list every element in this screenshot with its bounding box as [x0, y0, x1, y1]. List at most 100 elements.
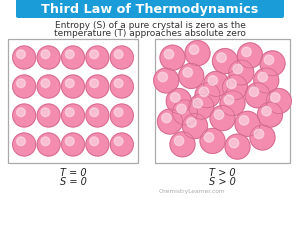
Text: Third Law of Thermodynamics: Third Law of Thermodynamics	[41, 3, 259, 16]
Circle shape	[204, 72, 229, 97]
Text: S > 0: S > 0	[208, 176, 236, 186]
Circle shape	[262, 107, 271, 116]
Circle shape	[193, 99, 202, 109]
Circle shape	[13, 47, 36, 70]
Circle shape	[266, 89, 291, 114]
Circle shape	[114, 137, 123, 146]
Circle shape	[114, 51, 123, 59]
Circle shape	[189, 95, 214, 120]
Text: ChemistryLearner.com: ChemistryLearner.com	[159, 189, 225, 194]
Circle shape	[61, 105, 85, 128]
Circle shape	[90, 137, 99, 146]
Circle shape	[110, 76, 133, 99]
Circle shape	[227, 80, 236, 89]
Circle shape	[13, 105, 36, 128]
Circle shape	[220, 91, 245, 116]
Circle shape	[166, 89, 191, 114]
Circle shape	[160, 46, 185, 71]
Circle shape	[110, 105, 133, 128]
Circle shape	[61, 134, 85, 156]
Circle shape	[90, 51, 99, 59]
Circle shape	[257, 103, 283, 128]
Circle shape	[164, 50, 174, 60]
Circle shape	[16, 137, 25, 146]
Text: S = 0: S = 0	[60, 176, 86, 186]
Circle shape	[170, 132, 195, 157]
Circle shape	[174, 137, 184, 146]
Circle shape	[13, 76, 36, 99]
Circle shape	[37, 134, 60, 156]
Circle shape	[114, 108, 123, 117]
Circle shape	[254, 69, 279, 94]
Circle shape	[110, 47, 133, 70]
FancyBboxPatch shape	[155, 40, 290, 163]
FancyBboxPatch shape	[8, 40, 138, 163]
Circle shape	[223, 76, 247, 100]
Circle shape	[245, 83, 270, 108]
Circle shape	[208, 76, 218, 86]
Circle shape	[225, 134, 250, 159]
Circle shape	[185, 41, 210, 66]
Circle shape	[86, 134, 109, 156]
Circle shape	[238, 44, 262, 69]
Circle shape	[189, 46, 199, 55]
Circle shape	[204, 133, 214, 143]
Circle shape	[170, 93, 180, 103]
Circle shape	[182, 114, 208, 139]
Circle shape	[242, 48, 251, 57]
Circle shape	[212, 49, 238, 74]
Circle shape	[37, 76, 60, 99]
Circle shape	[183, 68, 193, 78]
Circle shape	[162, 114, 171, 123]
Circle shape	[271, 93, 280, 103]
Circle shape	[224, 96, 234, 105]
Text: T = 0: T = 0	[60, 167, 86, 177]
Circle shape	[249, 88, 259, 97]
Circle shape	[235, 112, 260, 137]
Circle shape	[41, 108, 50, 117]
Circle shape	[187, 118, 196, 128]
Circle shape	[86, 47, 109, 70]
Circle shape	[172, 100, 197, 125]
Circle shape	[41, 79, 50, 88]
Circle shape	[239, 116, 249, 125]
Circle shape	[199, 88, 209, 97]
Circle shape	[195, 83, 220, 108]
Circle shape	[65, 79, 74, 88]
Circle shape	[260, 52, 285, 76]
Circle shape	[158, 73, 167, 82]
Circle shape	[61, 47, 85, 70]
Circle shape	[264, 56, 274, 65]
Circle shape	[37, 47, 60, 70]
Circle shape	[65, 137, 74, 146]
FancyBboxPatch shape	[16, 0, 284, 19]
Circle shape	[90, 108, 99, 117]
Circle shape	[86, 105, 109, 128]
Circle shape	[65, 108, 74, 117]
Circle shape	[114, 79, 123, 88]
Circle shape	[41, 137, 50, 146]
Circle shape	[65, 51, 74, 59]
Circle shape	[86, 76, 109, 99]
Circle shape	[90, 79, 99, 88]
Circle shape	[16, 108, 25, 117]
Circle shape	[250, 125, 275, 150]
Circle shape	[254, 130, 264, 139]
Circle shape	[16, 51, 25, 59]
Circle shape	[41, 51, 50, 59]
Circle shape	[37, 105, 60, 128]
Circle shape	[177, 105, 186, 114]
Circle shape	[229, 139, 239, 148]
Circle shape	[13, 134, 36, 156]
Circle shape	[258, 73, 268, 82]
Text: T > 0: T > 0	[209, 167, 235, 177]
Circle shape	[179, 64, 204, 89]
Circle shape	[154, 69, 179, 94]
Circle shape	[200, 129, 225, 154]
Circle shape	[158, 109, 182, 134]
Circle shape	[214, 110, 224, 120]
Circle shape	[110, 134, 133, 156]
Text: temperature (T) approaches absolute zero: temperature (T) approaches absolute zero	[54, 28, 246, 37]
Circle shape	[217, 54, 226, 63]
Circle shape	[210, 106, 235, 131]
